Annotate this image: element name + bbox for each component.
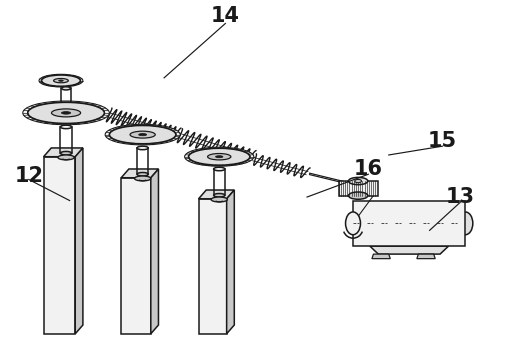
Ellipse shape [349,177,368,185]
Ellipse shape [41,75,80,86]
Ellipse shape [60,125,72,129]
Ellipse shape [349,192,368,199]
Ellipse shape [54,78,68,83]
Ellipse shape [214,194,225,197]
Ellipse shape [188,148,250,165]
Ellipse shape [110,126,176,144]
Ellipse shape [41,75,80,86]
Ellipse shape [39,74,83,87]
Text: 12: 12 [14,166,44,186]
Ellipse shape [139,133,146,136]
Ellipse shape [61,87,71,90]
Ellipse shape [58,80,63,81]
Ellipse shape [137,172,148,176]
Ellipse shape [105,124,180,145]
Ellipse shape [60,151,72,155]
Ellipse shape [130,131,155,138]
Ellipse shape [135,176,151,181]
Polygon shape [44,157,75,334]
Ellipse shape [52,109,80,117]
Polygon shape [370,246,449,254]
Polygon shape [121,169,159,178]
Ellipse shape [211,197,227,202]
Polygon shape [75,148,83,334]
Ellipse shape [355,180,361,183]
Text: 14: 14 [211,6,240,26]
Ellipse shape [216,156,223,158]
Text: 15: 15 [428,131,457,151]
Ellipse shape [110,126,176,144]
Text: 16: 16 [354,159,383,179]
Ellipse shape [185,147,254,166]
Ellipse shape [214,167,225,171]
Ellipse shape [58,155,74,160]
Ellipse shape [28,102,104,124]
Ellipse shape [207,153,231,160]
Polygon shape [199,199,227,334]
Ellipse shape [137,146,148,150]
Text: 13: 13 [446,187,475,207]
Polygon shape [121,178,151,334]
Ellipse shape [346,212,360,235]
Ellipse shape [28,102,104,124]
Polygon shape [339,181,377,196]
Polygon shape [417,254,435,259]
Polygon shape [353,201,465,246]
Ellipse shape [458,212,473,235]
Polygon shape [151,169,159,334]
Ellipse shape [188,148,250,165]
Polygon shape [372,254,390,259]
Polygon shape [227,190,234,334]
Ellipse shape [23,101,110,125]
Ellipse shape [61,112,71,114]
Polygon shape [199,190,234,199]
Polygon shape [44,148,83,157]
